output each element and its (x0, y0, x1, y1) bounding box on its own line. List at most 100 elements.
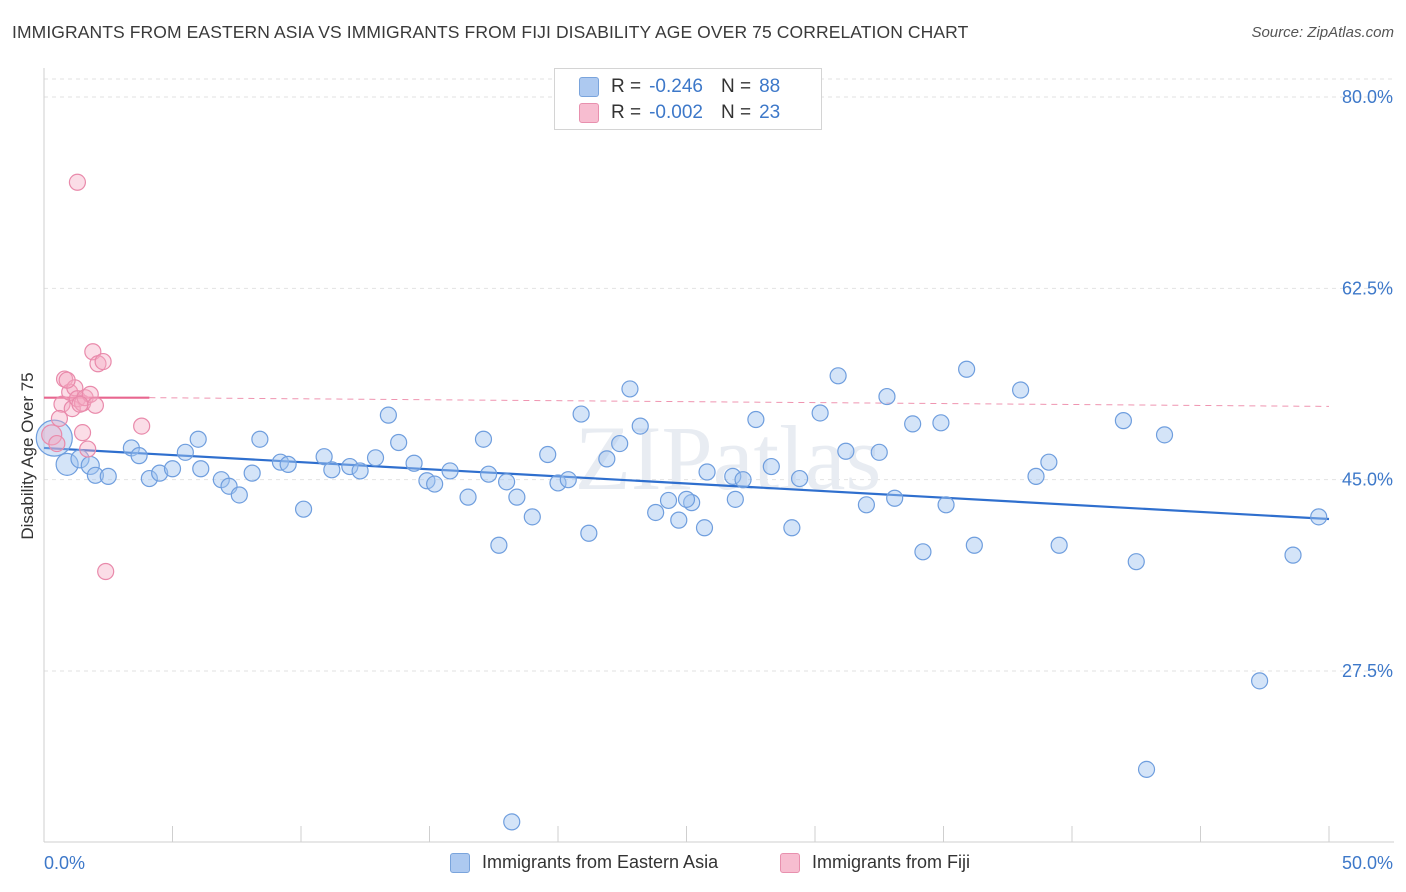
label-layer: 27.5% 45.0% 62.5% 80.0% 0.0% 50.0% Disability … (18, 87, 1393, 873)
eastern-asia-point (323, 461, 341, 479)
eastern-asia-point (390, 433, 408, 452)
eastern-asia-point (1050, 536, 1068, 554)
eastern-asia-point (965, 536, 983, 554)
legend-item-eastern-asia[interactable]: Immigrants from Eastern Asia (450, 852, 718, 873)
fiji-point (53, 395, 71, 413)
fiji-point (86, 396, 105, 414)
eastern-asia-point (459, 488, 477, 506)
stats-r-label: R = (611, 76, 642, 97)
fiji-point (48, 434, 66, 453)
eastern-asia-point (523, 508, 541, 526)
eastern-asia-point (379, 406, 397, 424)
eastern-asia-point (932, 414, 950, 432)
eastern-asia-point (474, 430, 493, 448)
eastern-asia-point (611, 434, 629, 453)
eastern-asia-point (878, 387, 896, 406)
eastern-asia-point (341, 457, 359, 476)
eastern-asia-point (647, 503, 665, 522)
eastern-asia-point (441, 462, 459, 480)
fiji-point (71, 395, 89, 413)
eastern-asia-point (99, 467, 117, 485)
eastern-asia-point (230, 486, 248, 504)
legend-swatch-eastern-asia (450, 852, 470, 873)
eastern-asia-point (279, 455, 297, 473)
eastern-asia-point (790, 469, 809, 488)
legend-item-fiji[interactable]: Immigrants from Fiji (780, 852, 970, 873)
eastern-asia-point (503, 813, 521, 831)
stats-r-value: -0.002 (649, 102, 703, 123)
stats-swatch-eastern-asia (579, 77, 599, 97)
eastern-asia-point (631, 417, 649, 435)
eastern-asia-point (870, 443, 888, 461)
eastern-asia-point (490, 536, 508, 554)
eastern-asia-point (1155, 426, 1174, 444)
eastern-asia-point (572, 405, 590, 423)
eastern-asia-point (498, 473, 516, 491)
eastern-asia-point (811, 404, 829, 422)
y-tick-label: 62.5% (1342, 278, 1393, 298)
eastern-asia-point (914, 543, 932, 561)
stats-row-fiji: R = -0.002 N = 23 (579, 100, 780, 126)
eastern-asia-point (1040, 453, 1058, 471)
fiji-point (58, 371, 76, 389)
legend-label-eastern-asia: Immigrants from Eastern Asia (482, 852, 719, 872)
stats-n-value: 88 (759, 76, 781, 97)
stats-n-label: N = (720, 102, 752, 123)
fiji-point (41, 424, 63, 446)
eastern-asia-point (294, 500, 313, 518)
chart-title: IMMIGRANTS FROM EASTERN ASIA VS IMMIGRAN… (12, 22, 969, 42)
eastern-asia-point (351, 462, 369, 480)
chart-source: Source: ZipAtlas.com (1251, 24, 1394, 41)
y-tick-label: 80.0% (1342, 87, 1393, 107)
eastern-asia-point (508, 488, 526, 506)
eastern-asia-point (1251, 672, 1269, 690)
eastern-asia-point (659, 491, 678, 510)
eastern-asia-point (829, 367, 847, 385)
eastern-asia-point (762, 457, 780, 476)
eastern-asia-point (695, 519, 714, 537)
x-tick-label: 0.0% (44, 853, 85, 873)
stats-r-value: -0.246 (649, 76, 703, 97)
eastern-asia-point (857, 496, 876, 514)
fiji-point (50, 409, 69, 428)
eastern-asia-point (958, 360, 976, 378)
eastern-asia-point (130, 447, 148, 465)
eastern-asia-point (243, 464, 261, 482)
eastern-asia-point (189, 430, 207, 448)
legend-label-fiji: Immigrants from Fiji (812, 852, 971, 872)
fiji-point (73, 424, 92, 442)
eastern-asia-point (670, 511, 688, 529)
eastern-asia-point (734, 471, 752, 489)
eastern-asia-point (35, 419, 73, 457)
eastern-asia-point (55, 452, 79, 476)
stats-n-value: 23 (759, 102, 781, 123)
fiji-point (97, 562, 115, 581)
y-tick-label: 45.0% (1342, 470, 1393, 490)
eastern-asia-point (1011, 381, 1030, 399)
eastern-asia-point (539, 445, 557, 464)
eastern-asia-point (366, 449, 385, 467)
stats-legend: R = -0.246 N = 88 R = -0.002 N = 23 (554, 68, 822, 130)
fiji-point (79, 440, 97, 458)
eastern-asia-point (683, 494, 701, 512)
fiji-trendline (149, 397, 1330, 407)
eastern-asia-point (598, 450, 616, 468)
eastern-asia-point (747, 410, 765, 429)
eastern-asia-point (1284, 546, 1302, 564)
bottom-legend: Immigrants from Eastern Asia Immigrants … (0, 852, 1406, 878)
eastern-asia-point (163, 460, 182, 478)
points-layer (35, 173, 1328, 831)
eastern-asia-point (426, 475, 444, 493)
eastern-asia-point (559, 471, 577, 489)
eastern-asia-point (549, 474, 567, 492)
axes-layer (43, 68, 1394, 843)
eastern-asia-point (1137, 760, 1156, 779)
eastern-asia-point (1127, 553, 1145, 571)
fiji-point (68, 173, 87, 191)
fiji-point (133, 417, 151, 435)
watermark: ZIPatlas (575, 407, 882, 509)
y-tick-label: 27.5% (1342, 661, 1393, 681)
eastern-asia-point (251, 430, 269, 448)
eastern-asia-point (726, 490, 744, 508)
